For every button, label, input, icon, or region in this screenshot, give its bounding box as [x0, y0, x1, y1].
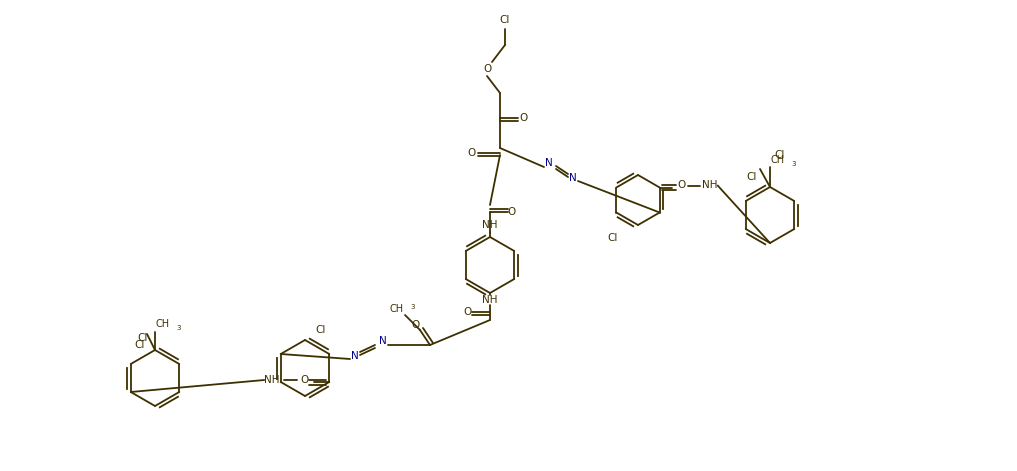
- Text: Cl: Cl: [775, 150, 785, 160]
- Text: NH: NH: [702, 180, 717, 190]
- Text: Cl: Cl: [499, 15, 511, 25]
- Text: 3: 3: [411, 304, 415, 310]
- Text: Cl: Cl: [135, 340, 145, 350]
- Text: O: O: [464, 307, 472, 317]
- Text: N: N: [379, 336, 386, 346]
- Text: Cl: Cl: [316, 325, 326, 335]
- Text: O: O: [411, 320, 419, 330]
- Text: O: O: [468, 148, 476, 158]
- Text: NH: NH: [482, 220, 497, 230]
- Text: O: O: [300, 375, 308, 385]
- Text: O: O: [483, 64, 491, 74]
- Text: 3: 3: [792, 161, 796, 167]
- Text: NH: NH: [264, 375, 280, 385]
- Text: O: O: [507, 207, 516, 217]
- Text: CH: CH: [390, 304, 404, 314]
- Text: CH: CH: [771, 155, 785, 165]
- Text: 3: 3: [177, 325, 181, 331]
- Text: O: O: [677, 180, 685, 190]
- Text: Cl: Cl: [138, 333, 148, 343]
- Text: Cl: Cl: [608, 233, 618, 243]
- Text: N: N: [351, 351, 359, 361]
- Text: N: N: [545, 158, 553, 168]
- Text: CH: CH: [156, 319, 170, 329]
- Text: Cl: Cl: [746, 172, 758, 182]
- Text: NH: NH: [482, 295, 497, 305]
- Text: N: N: [570, 173, 577, 183]
- Text: O: O: [519, 113, 527, 123]
